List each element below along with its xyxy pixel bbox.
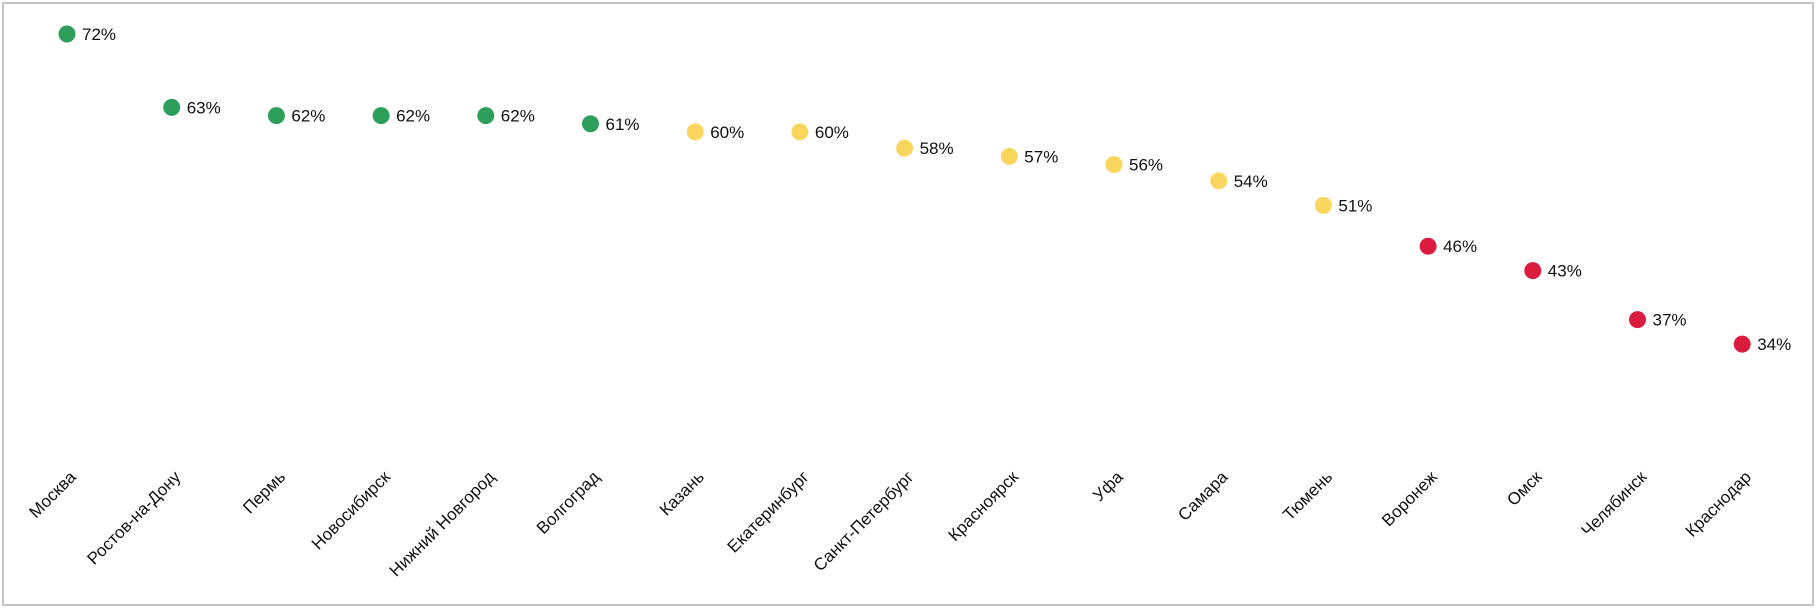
x-tick-label: Тюмень [1279, 467, 1336, 524]
data-label: 34% [1757, 335, 1791, 354]
data-label: 58% [920, 139, 954, 158]
data-label: 62% [291, 107, 325, 126]
x-tick-label: Санкт-Петербург [810, 467, 918, 575]
data-label: 56% [1129, 156, 1163, 175]
x-tick-label: Пермь [239, 467, 289, 517]
x-tick-label: Воронеж [1378, 467, 1441, 530]
data-point [1419, 237, 1437, 255]
x-tick-label: Москва [25, 467, 80, 522]
data-label: 72% [82, 25, 116, 44]
x-tick-label: Нижний Новгород [386, 467, 499, 580]
data-point [1733, 335, 1751, 353]
data-point [477, 107, 495, 125]
x-tick-label: Омск [1503, 467, 1546, 510]
x-tick-label: Уфа [1089, 467, 1127, 505]
data-label: 43% [1548, 262, 1582, 281]
data-label: 62% [396, 107, 430, 126]
data-point [686, 123, 704, 141]
data-labels: 72% 63% 62% 62% 62% 61% 60% 60% 58% 57% 56% 54% 51% 4… [82, 25, 1791, 354]
data-point [163, 98, 181, 116]
data-label: 37% [1653, 311, 1687, 330]
data-label: 62% [501, 107, 535, 126]
x-tick-label: Волгоград [533, 467, 604, 538]
x-tick-label: Красноярск [945, 467, 1023, 545]
data-point [582, 115, 599, 133]
data-point [58, 25, 76, 43]
data-point [1629, 311, 1646, 329]
data-label: 46% [1443, 237, 1477, 256]
x-tick-label: Новосибирск [308, 467, 394, 553]
x-axis-tick-labels: Москва Ростов-на-Дону Пермь НовосибирскНижн… [25, 467, 1755, 580]
data-label: 63% [187, 98, 221, 117]
data-label: 60% [710, 123, 744, 142]
data-label: 51% [1338, 196, 1372, 215]
x-tick-label: Казань [656, 467, 708, 519]
x-tick-label: Самара [1174, 467, 1232, 525]
data-point [1000, 147, 1018, 165]
data-point [1105, 156, 1123, 174]
x-tick-label: Краснодар [1682, 467, 1755, 540]
data-points [58, 25, 1751, 353]
data-point [1210, 172, 1228, 190]
data-point [896, 139, 914, 157]
x-tick-label: Ростов-на-Дону [84, 467, 185, 568]
data-point [267, 107, 285, 125]
data-label: 54% [1234, 172, 1268, 191]
data-point [1524, 262, 1542, 280]
data-label: 61% [606, 115, 640, 134]
data-point [791, 123, 809, 141]
x-tick-label: Екатеринбург [724, 467, 813, 556]
x-tick-label: Челябинск [1578, 467, 1651, 540]
data-point [1314, 196, 1332, 214]
data-point [372, 107, 390, 125]
data-label: 60% [815, 123, 849, 142]
data-label: 57% [1024, 147, 1058, 166]
